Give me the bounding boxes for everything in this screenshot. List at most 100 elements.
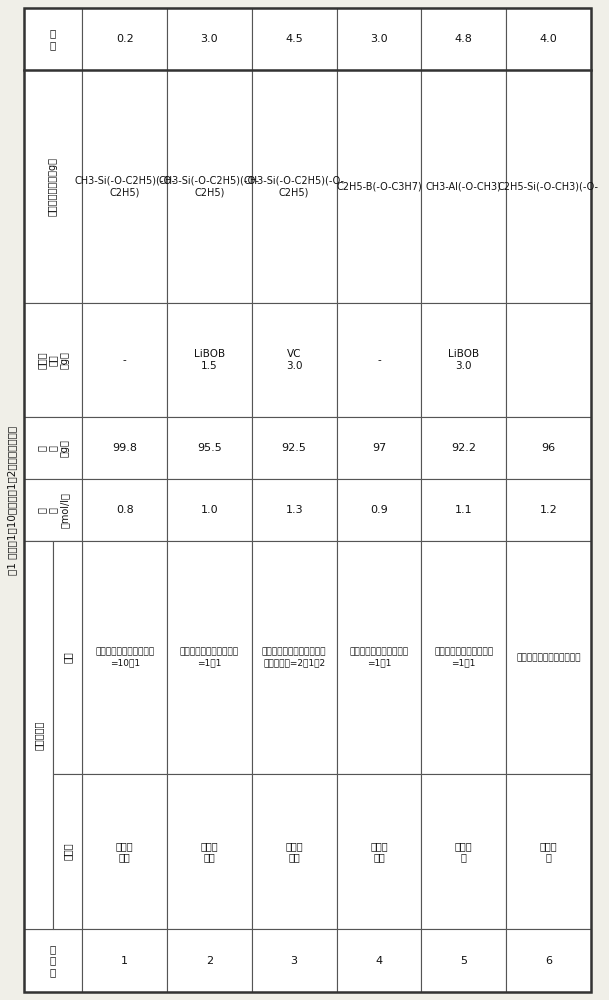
Text: 4: 4 <box>375 956 382 966</box>
Text: 六氟磷
酸锂: 六氟磷 酸锂 <box>370 841 388 862</box>
Bar <box>421 929 506 992</box>
Text: -: - <box>123 355 127 365</box>
Bar <box>167 417 252 479</box>
Text: 本发明的添加剂（g）: 本发明的添加剂（g） <box>48 157 58 216</box>
Bar <box>24 774 82 929</box>
Bar <box>421 479 506 541</box>
Bar <box>167 303 252 417</box>
Text: 电解质溶液: 电解质溶液 <box>33 720 43 750</box>
Bar <box>252 929 337 992</box>
Bar <box>167 8 252 70</box>
Text: 用
量: 用 量 <box>50 28 56 50</box>
Bar <box>82 70 167 303</box>
Text: 99.8: 99.8 <box>112 443 137 453</box>
Text: 5: 5 <box>460 956 467 966</box>
Bar <box>167 479 252 541</box>
Bar <box>252 303 337 417</box>
Bar <box>167 929 252 992</box>
Bar <box>337 929 421 992</box>
Text: 浓
度
（mol/l）: 浓 度 （mol/l） <box>37 492 69 528</box>
Text: LiBOB
3.0: LiBOB 3.0 <box>448 349 479 371</box>
Text: 用
量
（g）: 用 量 （g） <box>37 439 69 457</box>
Bar <box>337 541 421 774</box>
Text: C2H5-Si(-O-CH3)(-O-: C2H5-Si(-O-CH3)(-O- <box>498 182 599 192</box>
Text: 碳酸亚乙酯：碳酸二乙酯
=1：1: 碳酸亚乙酯：碳酸二乙酯 =1：1 <box>350 648 409 667</box>
Text: 96: 96 <box>541 443 555 453</box>
Bar <box>24 541 53 929</box>
Bar <box>82 774 167 929</box>
Bar <box>337 417 421 479</box>
Text: C2H5-B(-O-C3H7): C2H5-B(-O-C3H7) <box>336 182 422 192</box>
Bar <box>252 8 337 70</box>
Text: 4.5: 4.5 <box>285 34 303 44</box>
Text: CH3-Si(-O-C2H5)(-O-
C2H5): CH3-Si(-O-C2H5)(-O- C2H5) <box>159 176 260 197</box>
Bar <box>506 417 591 479</box>
Text: 0.2: 0.2 <box>116 34 133 44</box>
Text: LiBOB
1.5: LiBOB 1.5 <box>194 349 225 371</box>
Text: 0.9: 0.9 <box>370 505 388 515</box>
Text: 碳酸亚乙酯：碳酸二甲酯
=1：1: 碳酸亚乙酯：碳酸二甲酯 =1：1 <box>180 648 239 667</box>
Bar <box>82 303 167 417</box>
Text: -: - <box>377 355 381 365</box>
Bar <box>337 479 421 541</box>
Bar <box>421 70 506 303</box>
Bar <box>506 8 591 70</box>
Bar <box>167 70 252 303</box>
Bar <box>421 774 506 929</box>
Text: 1: 1 <box>121 956 128 966</box>
Text: 0.8: 0.8 <box>116 505 133 515</box>
Bar <box>337 303 421 417</box>
Text: 常规添
加剂
（g）: 常规添 加剂 （g） <box>37 351 69 369</box>
Text: 六氟磷
酸锂: 六氟磷 酸锂 <box>116 841 133 862</box>
Bar <box>24 417 82 479</box>
Bar <box>421 541 506 774</box>
Bar <box>82 417 167 479</box>
Bar <box>421 8 506 70</box>
Bar <box>506 774 591 929</box>
Bar <box>24 929 82 992</box>
Bar <box>82 479 167 541</box>
Text: 碳酸亚乙酯：碳酸二乙酯：
碳酸甲乙酯=2：1：2: 碳酸亚乙酯：碳酸二乙酯： 碳酸甲乙酯=2：1：2 <box>262 648 326 667</box>
Text: 溶剂: 溶剂 <box>63 652 72 663</box>
Text: 97: 97 <box>371 443 386 453</box>
Text: 高氯酸
锂: 高氯酸 锂 <box>455 841 473 862</box>
Text: CH3-Al(-O-CH3): CH3-Al(-O-CH3) <box>426 182 502 192</box>
Bar <box>337 70 421 303</box>
Bar <box>82 541 167 774</box>
Bar <box>82 8 167 70</box>
Bar <box>252 70 337 303</box>
Text: 表1 实施例1到10和对比例1到2中的组分和含量: 表1 实施例1到10和对比例1到2中的组分和含量 <box>7 425 17 575</box>
Text: 3: 3 <box>290 956 298 966</box>
Bar <box>167 541 252 774</box>
Text: 92.2: 92.2 <box>451 443 476 453</box>
Bar <box>421 303 506 417</box>
Text: 1.1: 1.1 <box>455 505 473 515</box>
Bar <box>24 70 82 303</box>
Text: 1.0: 1.0 <box>200 505 218 515</box>
Bar <box>53 541 82 774</box>
Text: VC
3.0: VC 3.0 <box>286 349 303 371</box>
Bar <box>53 774 82 929</box>
Bar <box>24 541 82 774</box>
Bar <box>24 8 82 70</box>
Text: 95.5: 95.5 <box>197 443 222 453</box>
Text: 六氟磷
酸锂: 六氟磷 酸锂 <box>286 841 303 862</box>
Bar <box>24 479 82 541</box>
Bar <box>421 417 506 479</box>
Bar <box>337 774 421 929</box>
Text: 六氟磷
酸锂: 六氟磷 酸锂 <box>200 841 218 862</box>
Bar <box>506 70 591 303</box>
Text: CH3-Si(-O-C2H5)(-O-
C2H5): CH3-Si(-O-C2H5)(-O- C2H5) <box>74 176 175 197</box>
Text: 3.0: 3.0 <box>200 34 218 44</box>
Bar <box>252 479 337 541</box>
Text: 实
施
例: 实 施 例 <box>50 944 56 977</box>
Text: 1.2: 1.2 <box>540 505 557 515</box>
Text: 6: 6 <box>545 956 552 966</box>
Text: 2: 2 <box>206 956 213 966</box>
Bar <box>506 479 591 541</box>
Text: 4.8: 4.8 <box>455 34 473 44</box>
Bar <box>337 8 421 70</box>
Bar <box>252 417 337 479</box>
Text: 1.3: 1.3 <box>286 505 303 515</box>
Text: 4.0: 4.0 <box>540 34 557 44</box>
